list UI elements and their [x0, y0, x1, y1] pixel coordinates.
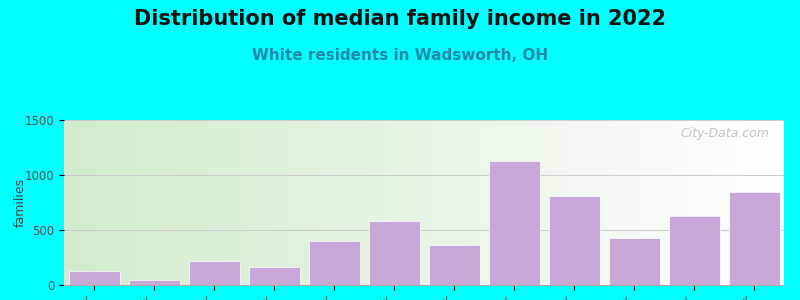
Bar	[489, 161, 539, 285]
Bar	[729, 191, 779, 285]
Text: City-Data.com: City-Data.com	[681, 127, 770, 140]
Bar	[69, 271, 119, 285]
Bar	[429, 245, 479, 285]
Bar	[669, 216, 719, 285]
Text: White residents in Wadsworth, OH: White residents in Wadsworth, OH	[252, 48, 548, 63]
Bar	[129, 280, 179, 285]
Bar	[549, 196, 599, 285]
Text: Distribution of median family income in 2022: Distribution of median family income in …	[134, 9, 666, 29]
Bar	[249, 267, 299, 285]
Bar	[609, 238, 659, 285]
Bar	[369, 221, 419, 285]
Bar	[189, 261, 239, 285]
Y-axis label: families: families	[14, 178, 27, 227]
Bar	[309, 241, 359, 285]
